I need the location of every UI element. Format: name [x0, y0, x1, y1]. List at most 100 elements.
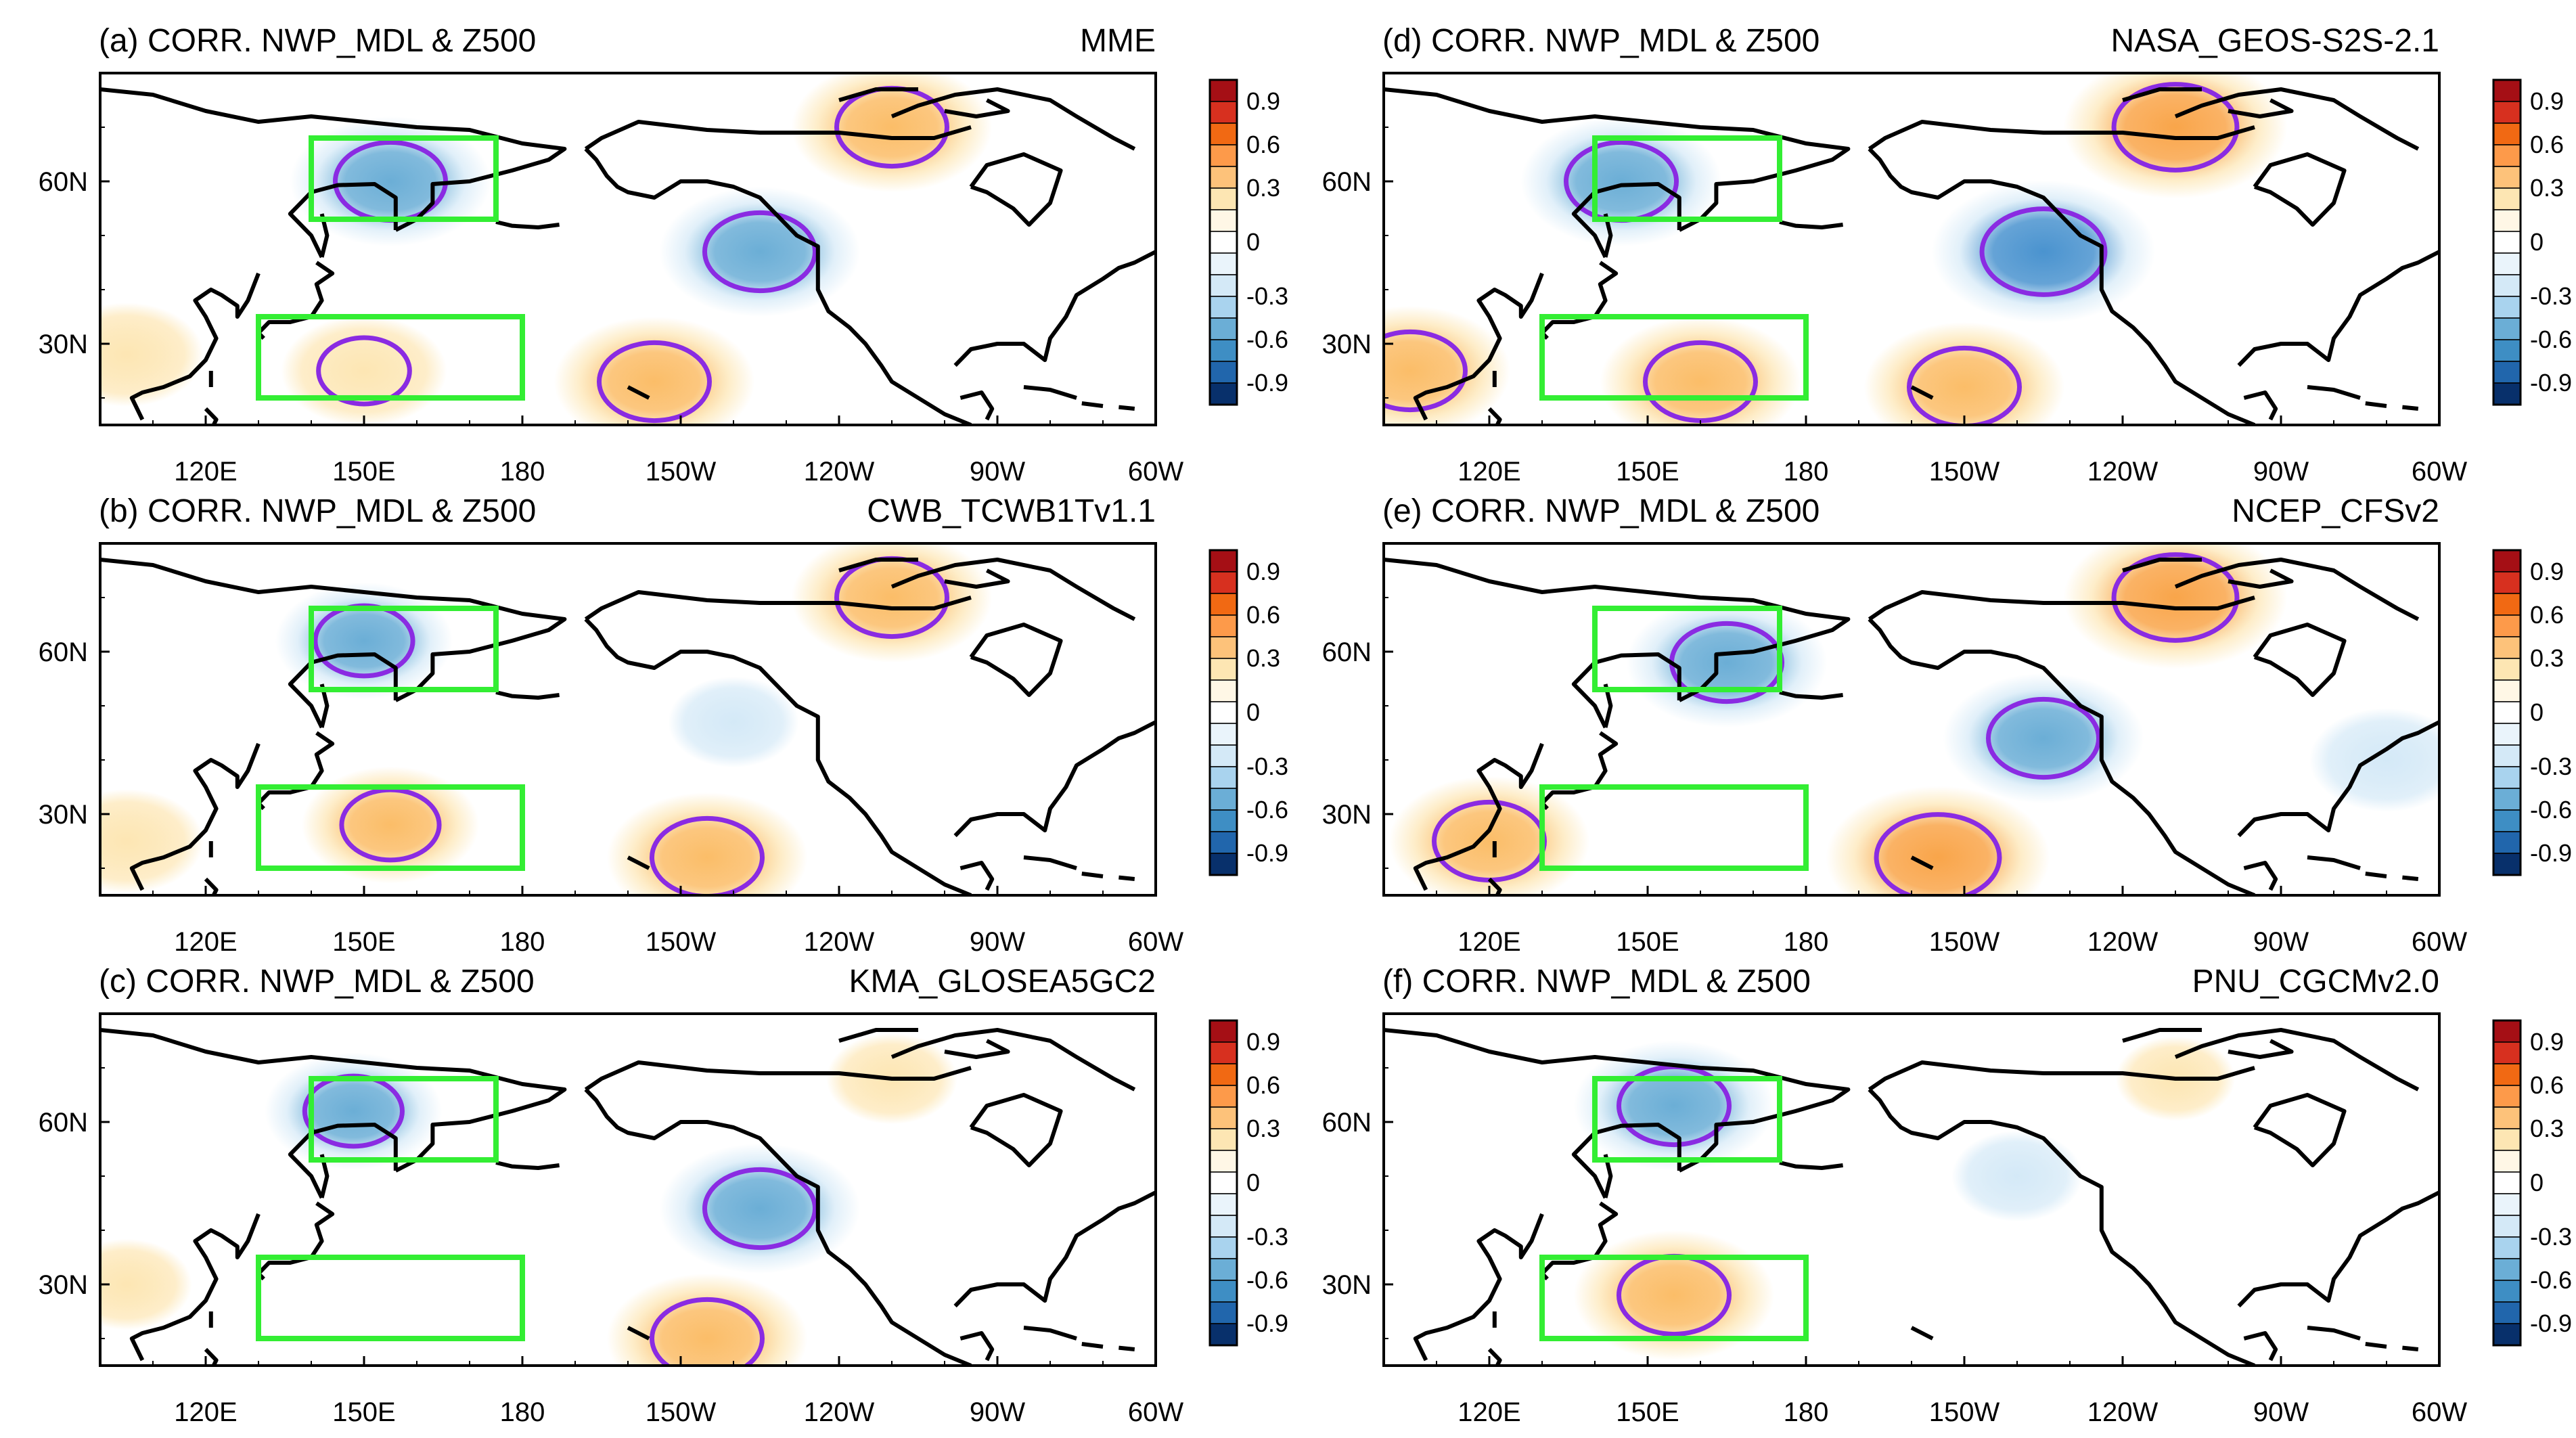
anomaly-positive: [100, 1238, 192, 1330]
colorbar-cell: [1209, 209, 1238, 232]
colorbar-cell: [2493, 79, 2521, 102]
field-layer: [1384, 543, 2439, 895]
coastline: [288, 182, 398, 259]
colorbar-label: -0.6: [2530, 796, 2572, 824]
x-tick-label: 150W: [1929, 1397, 2000, 1427]
colorbar-cell: [1209, 658, 1238, 681]
field-layer: [100, 73, 1156, 425]
coastline: [1081, 401, 1104, 408]
colorbar-cell: [1209, 1171, 1238, 1194]
coastline: [944, 1039, 1010, 1059]
y-tick-label: 60N: [39, 1108, 88, 1138]
coastline: [2365, 401, 2387, 408]
colorbar-cell: [1209, 1215, 1238, 1238]
x-tick-label: 150E: [332, 1397, 395, 1427]
colorbar-label: 0.3: [2530, 1115, 2564, 1142]
colorbar-label: -0.3: [2530, 1223, 2572, 1251]
colorbar-cell: [2493, 1150, 2521, 1173]
x-tick-label: 180: [1784, 1397, 1829, 1427]
x-tick-label: 90W: [970, 1397, 1025, 1427]
x-tick-label: 120E: [1458, 457, 1520, 487]
colorbar-label: -0.6: [2530, 325, 2572, 353]
significance-contour: [702, 1167, 818, 1251]
anomaly-positive: [1826, 786, 2050, 895]
x-tick-label: 60W: [2412, 1397, 2467, 1427]
colorbar-cell: [1209, 788, 1238, 811]
coastline: [1571, 182, 1681, 259]
anomaly-negative: [1943, 673, 2144, 803]
colorbar-cell: [1209, 1193, 1238, 1216]
colorbar-cell: [2493, 658, 2521, 681]
coastline: [2243, 390, 2278, 421]
anomaly-positive: [606, 1274, 808, 1366]
coastline: [100, 558, 567, 702]
coastline: [1868, 617, 2256, 895]
y-tick-label: 30N: [39, 1270, 88, 1300]
x-tick-label: 120E: [174, 1397, 237, 1427]
colorbar-cell: [2493, 571, 2521, 594]
x-tick-label: 60W: [1128, 927, 1183, 957]
region-box-2: [256, 784, 525, 871]
y-tick-label: 30N: [1322, 330, 1372, 359]
model-name: NASA_GEOS-S2S-2.1: [2110, 23, 2439, 59]
anomaly-negative: [659, 187, 861, 317]
x-tick-label: 60W: [1128, 1397, 1183, 1427]
panel-title: (a) CORR. NWP_MDL & Z500: [99, 23, 536, 59]
colorbar-cell: [2493, 788, 2521, 811]
coastline: [890, 558, 1136, 621]
colorbar-cell: [1209, 274, 1238, 297]
colorbar-cell: [1209, 1041, 1238, 1064]
x-tick-label: 150E: [1616, 927, 1679, 957]
anomaly-positive: [1573, 1230, 1775, 1360]
coastline: [2365, 1342, 2387, 1349]
colorbar-cell: [1209, 1258, 1238, 1281]
colorbar-label: -0.3: [2530, 752, 2572, 780]
significance-contour: [1907, 345, 2022, 425]
x-tick-label: 150W: [1929, 927, 2000, 957]
colorbar-cell: [1209, 1150, 1238, 1173]
region-box-2: [1539, 1255, 1809, 1341]
y-tick-label: 60N: [1322, 637, 1372, 667]
colorbar-cell: [2493, 766, 2521, 789]
significance-contour: [1985, 696, 2102, 780]
panel-title: (b) CORR. NWP_MDL & Z500: [99, 493, 536, 529]
coastline: [969, 623, 1063, 697]
colorbar-cell: [2493, 831, 2521, 854]
coastline: [627, 855, 650, 870]
region-box-1: [1592, 1076, 1782, 1163]
colorbar-cell: [2493, 187, 2521, 210]
coastline: [1910, 855, 1934, 870]
coastline: [627, 1326, 650, 1341]
x-tick-label: 120W: [804, 457, 875, 487]
colorbar-label: -0.3: [1246, 1223, 1288, 1251]
coastline: [100, 1028, 567, 1173]
colorbar-cell: [2493, 1301, 2521, 1324]
colorbar-label: 0.9: [1246, 1028, 1280, 1056]
significance-contour: [2111, 82, 2240, 173]
colorbar-cell: [1209, 636, 1238, 659]
anomaly-negative: [1573, 1041, 1775, 1171]
coastline: [1118, 405, 1135, 411]
colorbar-cell: [1209, 166, 1238, 189]
significance-contour: [2111, 552, 2240, 643]
coastline: [1081, 1342, 1104, 1349]
coastline: [2253, 152, 2347, 227]
colorbar-label: -0.9: [1246, 369, 1288, 397]
coastline: [2228, 1039, 2294, 1059]
coastline: [1571, 652, 1681, 729]
coastline: [838, 558, 918, 572]
colorbar-cell: [1209, 101, 1238, 124]
colorbar-frame: [2492, 1019, 2522, 1347]
colorbar-cell: [1209, 252, 1238, 275]
coastline: [1487, 877, 1502, 895]
coastline: [204, 1347, 219, 1366]
significance-contour: [1874, 812, 2002, 895]
significance-contour: [339, 787, 442, 863]
colorbar-cell: [2493, 1171, 2521, 1194]
x-tick-label: 150W: [1929, 457, 2000, 487]
colorbar-label: -0.6: [1246, 325, 1288, 353]
x-tick-label: 150E: [332, 457, 395, 487]
x-tick-label: 150W: [646, 457, 717, 487]
anomaly-negative: [1931, 180, 2156, 323]
colorbar-cell: [2493, 209, 2521, 232]
